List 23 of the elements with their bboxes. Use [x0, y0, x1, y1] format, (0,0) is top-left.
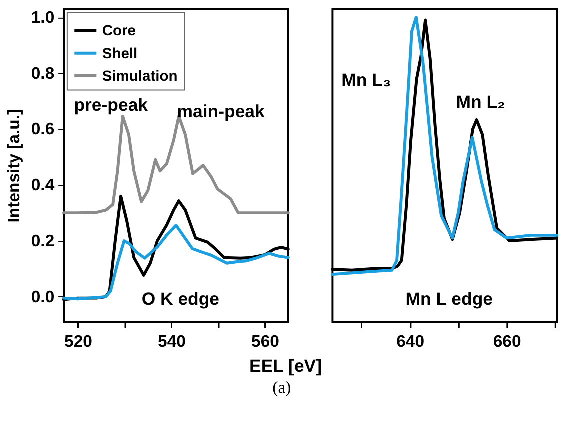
y-tick-label: 0.8 — [31, 64, 55, 83]
x-tick-label: 560 — [252, 332, 280, 352]
legend-label: Core — [102, 24, 136, 40]
legend-label: Simulation — [102, 68, 178, 85]
y-tick-label: 0.0 — [31, 287, 55, 306]
text: (a) — [272, 378, 292, 397]
y-tick-label: 0.2 — [31, 231, 55, 250]
y-axis-title: Intensity [a.u.] — [4, 109, 24, 223]
annotation: O K edge — [142, 289, 220, 310]
annotation: pre-peak — [74, 95, 148, 116]
y-tick-label: 0.4 — [31, 176, 56, 195]
annotation: Mn L₂ — [456, 92, 506, 112]
y-tick-label: 0.6 — [31, 120, 55, 139]
x-tick-label: 640 — [396, 332, 425, 352]
annotation: main-peak — [177, 101, 265, 122]
x-axis-title: EEL [eV] — [250, 356, 322, 376]
annotation: Mn L₃ — [342, 70, 392, 90]
x-tick-label: 520 — [64, 332, 92, 352]
y-tick-label: 1.0 — [31, 8, 55, 27]
x-tick-label: 540 — [158, 332, 186, 352]
x-tick-label: 660 — [493, 332, 522, 352]
annotation: Mn L edge — [406, 289, 494, 310]
legend-label: Shell — [102, 46, 138, 62]
